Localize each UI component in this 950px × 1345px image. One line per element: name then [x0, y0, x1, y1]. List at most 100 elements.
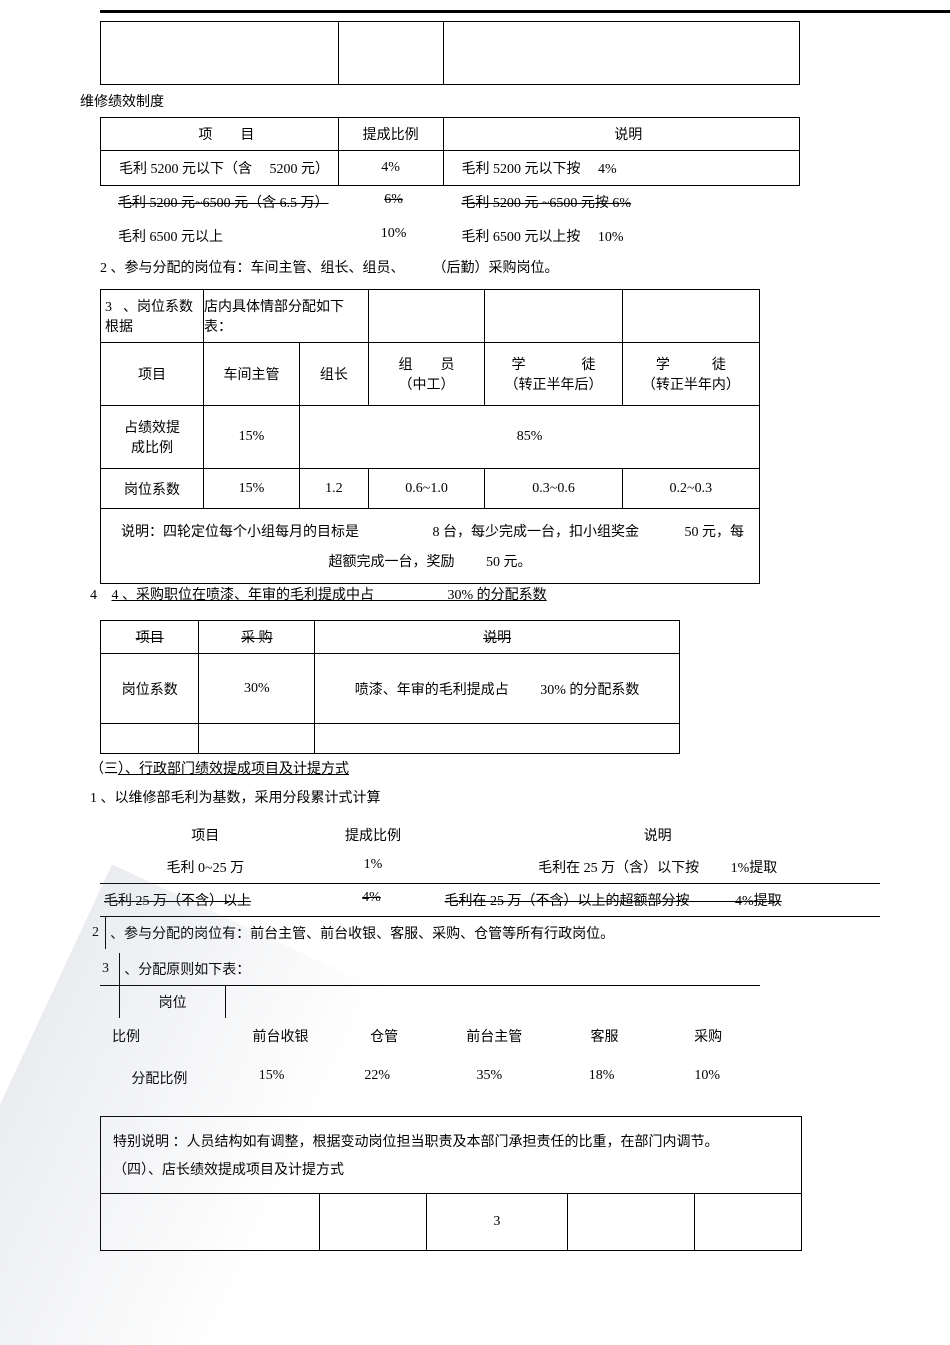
t2-h5a: 学 徒 — [512, 358, 596, 373]
t4-r2c2: 4% — [310, 890, 432, 910]
table-admin-commission: 项目 提成比例 说明 毛利 0~25 万 1% 毛利在 25 万（含）以下按 1… — [100, 819, 880, 917]
t2-h1: 项目 — [101, 343, 204, 406]
sec3-lines: 2 、参与分配的岗位有：前台主管、前台收银、客服、采购、仓管等所有行政岗位。 — [90, 917, 870, 949]
blank — [101, 724, 199, 754]
t3-h1: 项目 — [101, 621, 199, 654]
empty-cell — [101, 22, 339, 85]
blank — [320, 1194, 427, 1250]
blank — [622, 290, 759, 343]
t1-r3c1: 毛利 6500 元以上 — [100, 224, 344, 248]
t3-r1c2: 30% — [199, 654, 315, 724]
line4: 4 4 、采购职位在喷漆、年审的毛利提成中占 30% 的分配系数 — [90, 584, 890, 604]
t3-r1c1: 岗位系数 — [101, 654, 199, 724]
t5-v3: 18% — [549, 1068, 655, 1088]
table-position-coef: 3、岗位系数根据 店内具体情部分配如下表： 项目 车间主管 组长 组 员 （中工… — [100, 289, 760, 584]
t2-r2v5: 0.2~0.3 — [622, 469, 759, 509]
t4-r2c3: 毛利在 25 万（不含）以上的超额部分按 4%提取 — [433, 890, 880, 910]
blank — [225, 986, 760, 1019]
sec4-title: （四）、店长绩效提成项目及计提方式 — [101, 1155, 801, 1193]
t2-h5: 学 徒 （转正半年后） — [485, 343, 622, 406]
t2-r2v4: 0.3~0.6 — [485, 469, 622, 509]
t2-h5b: （转正半年后） — [505, 378, 603, 393]
t1-struck-row: 毛利 5200 元~6500 元（含 6.5 万） 6% 毛利 5200 元 ~… — [100, 190, 800, 214]
t5-v1: 22% — [324, 1068, 430, 1088]
sec3-line1: 1 、以维修部毛利为基数，采用分段累计式计算 — [90, 786, 890, 811]
num2: 2 — [90, 917, 106, 949]
blank — [568, 1194, 695, 1250]
page-title: 维修绩效制度 — [80, 91, 890, 111]
blank — [101, 1194, 320, 1250]
blank — [100, 986, 120, 1019]
t2-h6a: 学 徒 — [656, 358, 726, 373]
t2-h3: 组长 — [300, 343, 369, 406]
line4-text: 4 、采购职位在喷漆、年审的毛利提成中占 30% 的分配系数 — [112, 588, 547, 603]
t4-r1c1: 毛利 0~25 万 — [100, 857, 311, 877]
t2-h4a: 组 员 — [399, 358, 455, 373]
t2-r2v1: 15% — [203, 469, 299, 509]
t1-r2c2: 6% — [344, 190, 444, 214]
table-purchase: 项目 采 购 说明 岗位系数 30% 喷漆、年审的毛利提成占 30% 的分配系数 — [100, 620, 680, 754]
line3-cell: 3、岗位系数根据 — [101, 290, 204, 343]
t5-body: 比例 前台收银 仓管 前台主管 客服 采购 分配比例 15% 22% 35% 1… — [100, 1022, 760, 1106]
sec3-line3: 、分配原则如下表： — [120, 953, 760, 986]
t2-r1la: 占绩效提 — [124, 421, 180, 436]
t4-r1c2: 1% — [311, 857, 436, 877]
t4-h1: 项目 — [100, 825, 311, 845]
t1-h1: 项 目 — [101, 118, 339, 151]
t1-row3: 毛利 6500 元以上 10% 毛利 6500 元以上按 10% — [100, 224, 800, 248]
empty-cell — [338, 22, 443, 85]
t4-h3: 说明 — [435, 825, 880, 845]
t5-col3: 客服 — [553, 1026, 657, 1046]
empty-header-table — [100, 21, 800, 85]
t1-r3c2: 10% — [344, 224, 444, 248]
t2-h4: 组 员 （中工） — [368, 343, 485, 406]
blank — [199, 724, 315, 754]
t5-v2: 35% — [430, 1068, 549, 1088]
table-distribution: 3 、分配原则如下表： 岗位 — [100, 953, 760, 1018]
t5-col4: 采购 — [656, 1026, 760, 1046]
t1-r2c1: 毛利 5200 元~6500 元（含 6.5 万） — [100, 190, 344, 214]
t1-r1c1: 毛利 5200 元以下（含 5200 元） — [101, 151, 339, 186]
t5-col2: 前台主管 — [436, 1026, 553, 1046]
top-rule — [100, 10, 950, 13]
footer-box: 特别说明 ：人员结构如有调整，根据变动岗位担当职责及本部门承担责任的比重，在部门… — [100, 1116, 802, 1251]
blank — [315, 724, 680, 754]
blank — [485, 290, 622, 343]
t4-r2c1: 毛利 25 万（不含）以上 — [100, 890, 310, 910]
t1-r3c3: 毛利 6500 元以上按 10% — [443, 224, 800, 248]
t2-r1v1: 15% — [203, 406, 299, 469]
t5-row-label: 分配比例 — [100, 1068, 219, 1088]
page-num: 3 — [427, 1194, 567, 1250]
t2-r2v3: 0.6~1.0 — [368, 469, 485, 509]
t1-r1c3: 毛利 5200 元以下按 4% — [443, 151, 800, 186]
num3: 3 — [100, 953, 120, 986]
t5-v0: 15% — [219, 1068, 325, 1088]
t2-r1v2: 85% — [300, 406, 760, 469]
line2: 2 、参与分配的岗位有：车间主管、组长、组员、 （后勤）采购岗位。 — [100, 256, 890, 281]
t2-r1lb: 成比例 — [131, 441, 173, 456]
t2-h4b: （中工） — [399, 378, 455, 393]
t1-r1c2: 4% — [338, 151, 443, 186]
t5-col0: 前台收银 — [229, 1026, 333, 1046]
t1-h3: 说明 — [443, 118, 800, 151]
section3-title: （三）、行政部门绩效提成项目及计提方式 — [90, 758, 890, 778]
t3-h2: 采 购 — [199, 621, 315, 654]
t5-head-a: 岗位 — [120, 986, 226, 1019]
t2-r2-label: 岗位系数 — [101, 469, 204, 509]
t2-note-a: 说明：四轮定位每个小组每月的目标是 8 台，每少完成一台，扣小组奖金 50 元，… — [101, 509, 760, 544]
t3-h3: 说明 — [315, 621, 680, 654]
t2-r2v2: 1.2 — [300, 469, 369, 509]
line3-cont: 店内具体情部分配如下表： — [203, 290, 368, 343]
t2-h2: 车间主管 — [203, 343, 299, 406]
sec3-line2: 、参与分配的岗位有：前台主管、前台收银、客服、采购、仓管等所有行政岗位。 — [106, 917, 870, 949]
blank — [368, 290, 485, 343]
footer-note: 特别说明 ：人员结构如有调整，根据变动岗位担当职责及本部门承担责任的比重，在部门… — [101, 1117, 801, 1155]
t1-h2: 提成比例 — [338, 118, 443, 151]
t2-h6: 学 徒 （转正半年内） — [622, 343, 759, 406]
t5-v4: 10% — [654, 1068, 760, 1088]
table-commission: 项 目 提成比例 说明 毛利 5200 元以下（含 5200 元） 4% 毛利 … — [100, 117, 800, 186]
t5-col1: 仓管 — [332, 1026, 436, 1046]
footer-cell-row: 3 — [101, 1193, 801, 1250]
t3-r1c3: 喷漆、年审的毛利提成占 30% 的分配系数 — [315, 654, 680, 724]
blank — [695, 1194, 801, 1250]
